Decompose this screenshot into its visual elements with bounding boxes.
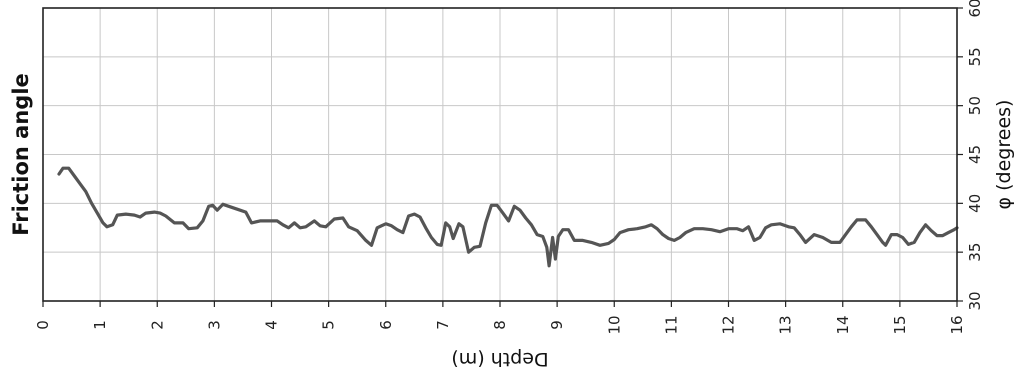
series-layer <box>57 166 959 268</box>
x-tick-label: 8 <box>491 320 509 330</box>
x-tick-label: 1 <box>91 320 109 330</box>
y-tick-label: 55 <box>966 47 984 66</box>
grid <box>42 7 958 302</box>
x-tick-label: 9 <box>548 320 566 330</box>
x-tick-label: 13 <box>777 315 795 334</box>
series-line-0 <box>57 166 959 268</box>
x-tick-label: 10 <box>605 315 623 334</box>
x-tick-label: 7 <box>434 320 452 330</box>
x-tick-label: 2 <box>148 320 166 330</box>
x-tick-label: 6 <box>377 320 395 330</box>
x-tick-label: 3 <box>205 320 223 330</box>
y-axis-title: φ (degrees) <box>993 100 1015 210</box>
x-tick-label: 5 <box>320 320 338 330</box>
x-axis: 0 1 2 3 4 5 6 7 8 9 10 11 12 13 14 15 16 <box>34 301 966 335</box>
x-tick-label: 16 <box>948 315 966 334</box>
y-tick-label: 50 <box>966 96 984 115</box>
x-tick-label: 14 <box>834 315 852 334</box>
chart-side-title: Friction angle <box>9 73 33 236</box>
y-axis: 30 35 40 45 50 55 60 <box>957 0 984 311</box>
x-tick-label: 11 <box>662 315 680 334</box>
x-axis-title: Depth (m) <box>451 348 548 370</box>
y-tick-label: 40 <box>966 194 984 213</box>
x-tick-label: 15 <box>891 315 909 334</box>
y-tick-label: 30 <box>966 291 984 310</box>
y-tick-label: 60 <box>966 0 984 18</box>
x-tick-label: 12 <box>720 315 738 334</box>
y-tick-label: 35 <box>966 243 984 262</box>
y-tick-label: 45 <box>966 145 984 164</box>
x-tick-label: 4 <box>263 320 281 330</box>
x-tick-label: 0 <box>34 320 52 330</box>
